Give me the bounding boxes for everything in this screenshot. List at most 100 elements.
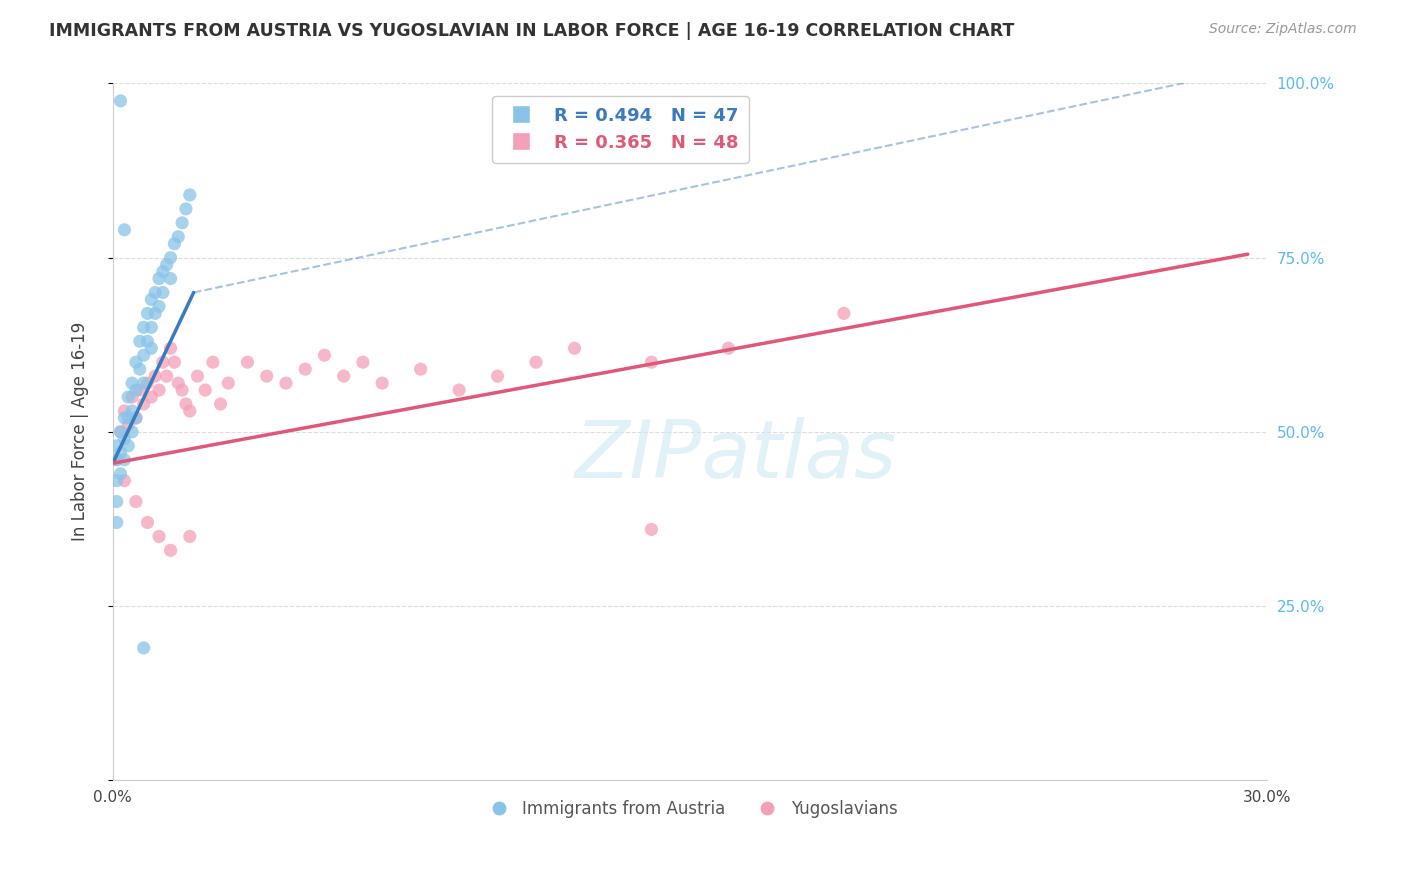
Point <box>112 474 135 488</box>
Point <box>152 264 174 278</box>
Point <box>128 383 150 397</box>
Point <box>167 229 190 244</box>
Point <box>159 543 181 558</box>
Point <box>117 411 139 425</box>
Point <box>141 320 163 334</box>
Point <box>110 425 132 439</box>
Point <box>174 202 197 216</box>
Text: ZIPatlas: ZIPatlas <box>575 417 897 495</box>
Point <box>172 216 194 230</box>
Point <box>156 369 179 384</box>
Point <box>105 452 128 467</box>
Point <box>132 397 155 411</box>
Point <box>201 355 224 369</box>
Point <box>172 383 194 397</box>
Point <box>117 417 139 432</box>
Point <box>105 439 128 453</box>
Point <box>274 376 297 390</box>
Y-axis label: In Labor Force | Age 16-19: In Labor Force | Age 16-19 <box>72 322 89 541</box>
Point <box>152 355 174 369</box>
Point <box>148 271 170 285</box>
Point <box>136 516 159 530</box>
Point <box>640 355 662 369</box>
Point <box>159 341 181 355</box>
Point <box>125 411 148 425</box>
Text: IMMIGRANTS FROM AUSTRIA VS YUGOSLAVIAN IN LABOR FORCE | AGE 16-19 CORRELATION CH: IMMIGRANTS FROM AUSTRIA VS YUGOSLAVIAN I… <box>49 22 1015 40</box>
Point <box>105 494 128 508</box>
Point <box>143 285 166 300</box>
Point <box>179 529 201 543</box>
Point <box>167 376 190 390</box>
Point <box>112 223 135 237</box>
Point <box>125 411 148 425</box>
Point <box>125 383 148 397</box>
Point <box>314 348 336 362</box>
Point <box>121 376 143 390</box>
Point <box>256 369 278 384</box>
Point <box>236 355 259 369</box>
Text: Source: ZipAtlas.com: Source: ZipAtlas.com <box>1209 22 1357 37</box>
Point <box>121 390 143 404</box>
Point <box>105 474 128 488</box>
Point <box>112 452 135 467</box>
Point <box>159 271 181 285</box>
Point <box>148 383 170 397</box>
Point <box>105 516 128 530</box>
Point <box>449 383 471 397</box>
Point <box>141 293 163 307</box>
Point <box>112 432 135 446</box>
Point <box>217 376 239 390</box>
Point <box>194 383 217 397</box>
Point <box>136 306 159 320</box>
Point <box>136 376 159 390</box>
Point <box>105 452 128 467</box>
Point <box>294 362 316 376</box>
Point <box>332 369 354 384</box>
Point <box>136 334 159 349</box>
Point <box>141 390 163 404</box>
Point <box>117 390 139 404</box>
Point <box>112 411 135 425</box>
Point <box>371 376 394 390</box>
Point <box>163 236 186 251</box>
Point <box>141 341 163 355</box>
Point <box>174 397 197 411</box>
Point <box>163 355 186 369</box>
Point <box>640 523 662 537</box>
Point <box>128 362 150 376</box>
Point <box>121 425 143 439</box>
Point <box>110 467 132 481</box>
Point <box>179 404 201 418</box>
Point <box>125 355 148 369</box>
Point <box>159 251 181 265</box>
Point <box>148 300 170 314</box>
Point <box>832 306 855 320</box>
Point <box>128 334 150 349</box>
Legend: Immigrants from Austria, Yugoslavians: Immigrants from Austria, Yugoslavians <box>475 793 904 824</box>
Point <box>179 188 201 202</box>
Point <box>186 369 208 384</box>
Point <box>110 94 132 108</box>
Point <box>209 397 232 411</box>
Point <box>152 285 174 300</box>
Point <box>143 369 166 384</box>
Point <box>148 529 170 543</box>
Point <box>132 320 155 334</box>
Point <box>156 258 179 272</box>
Point <box>486 369 509 384</box>
Point <box>110 446 132 460</box>
Point <box>717 341 740 355</box>
Point <box>143 306 166 320</box>
Point <box>112 404 135 418</box>
Point <box>409 362 432 376</box>
Point <box>132 640 155 655</box>
Point <box>352 355 374 369</box>
Point <box>121 404 143 418</box>
Point <box>524 355 547 369</box>
Point <box>125 494 148 508</box>
Point <box>132 348 155 362</box>
Point <box>564 341 586 355</box>
Point <box>117 439 139 453</box>
Point <box>132 376 155 390</box>
Point <box>110 425 132 439</box>
